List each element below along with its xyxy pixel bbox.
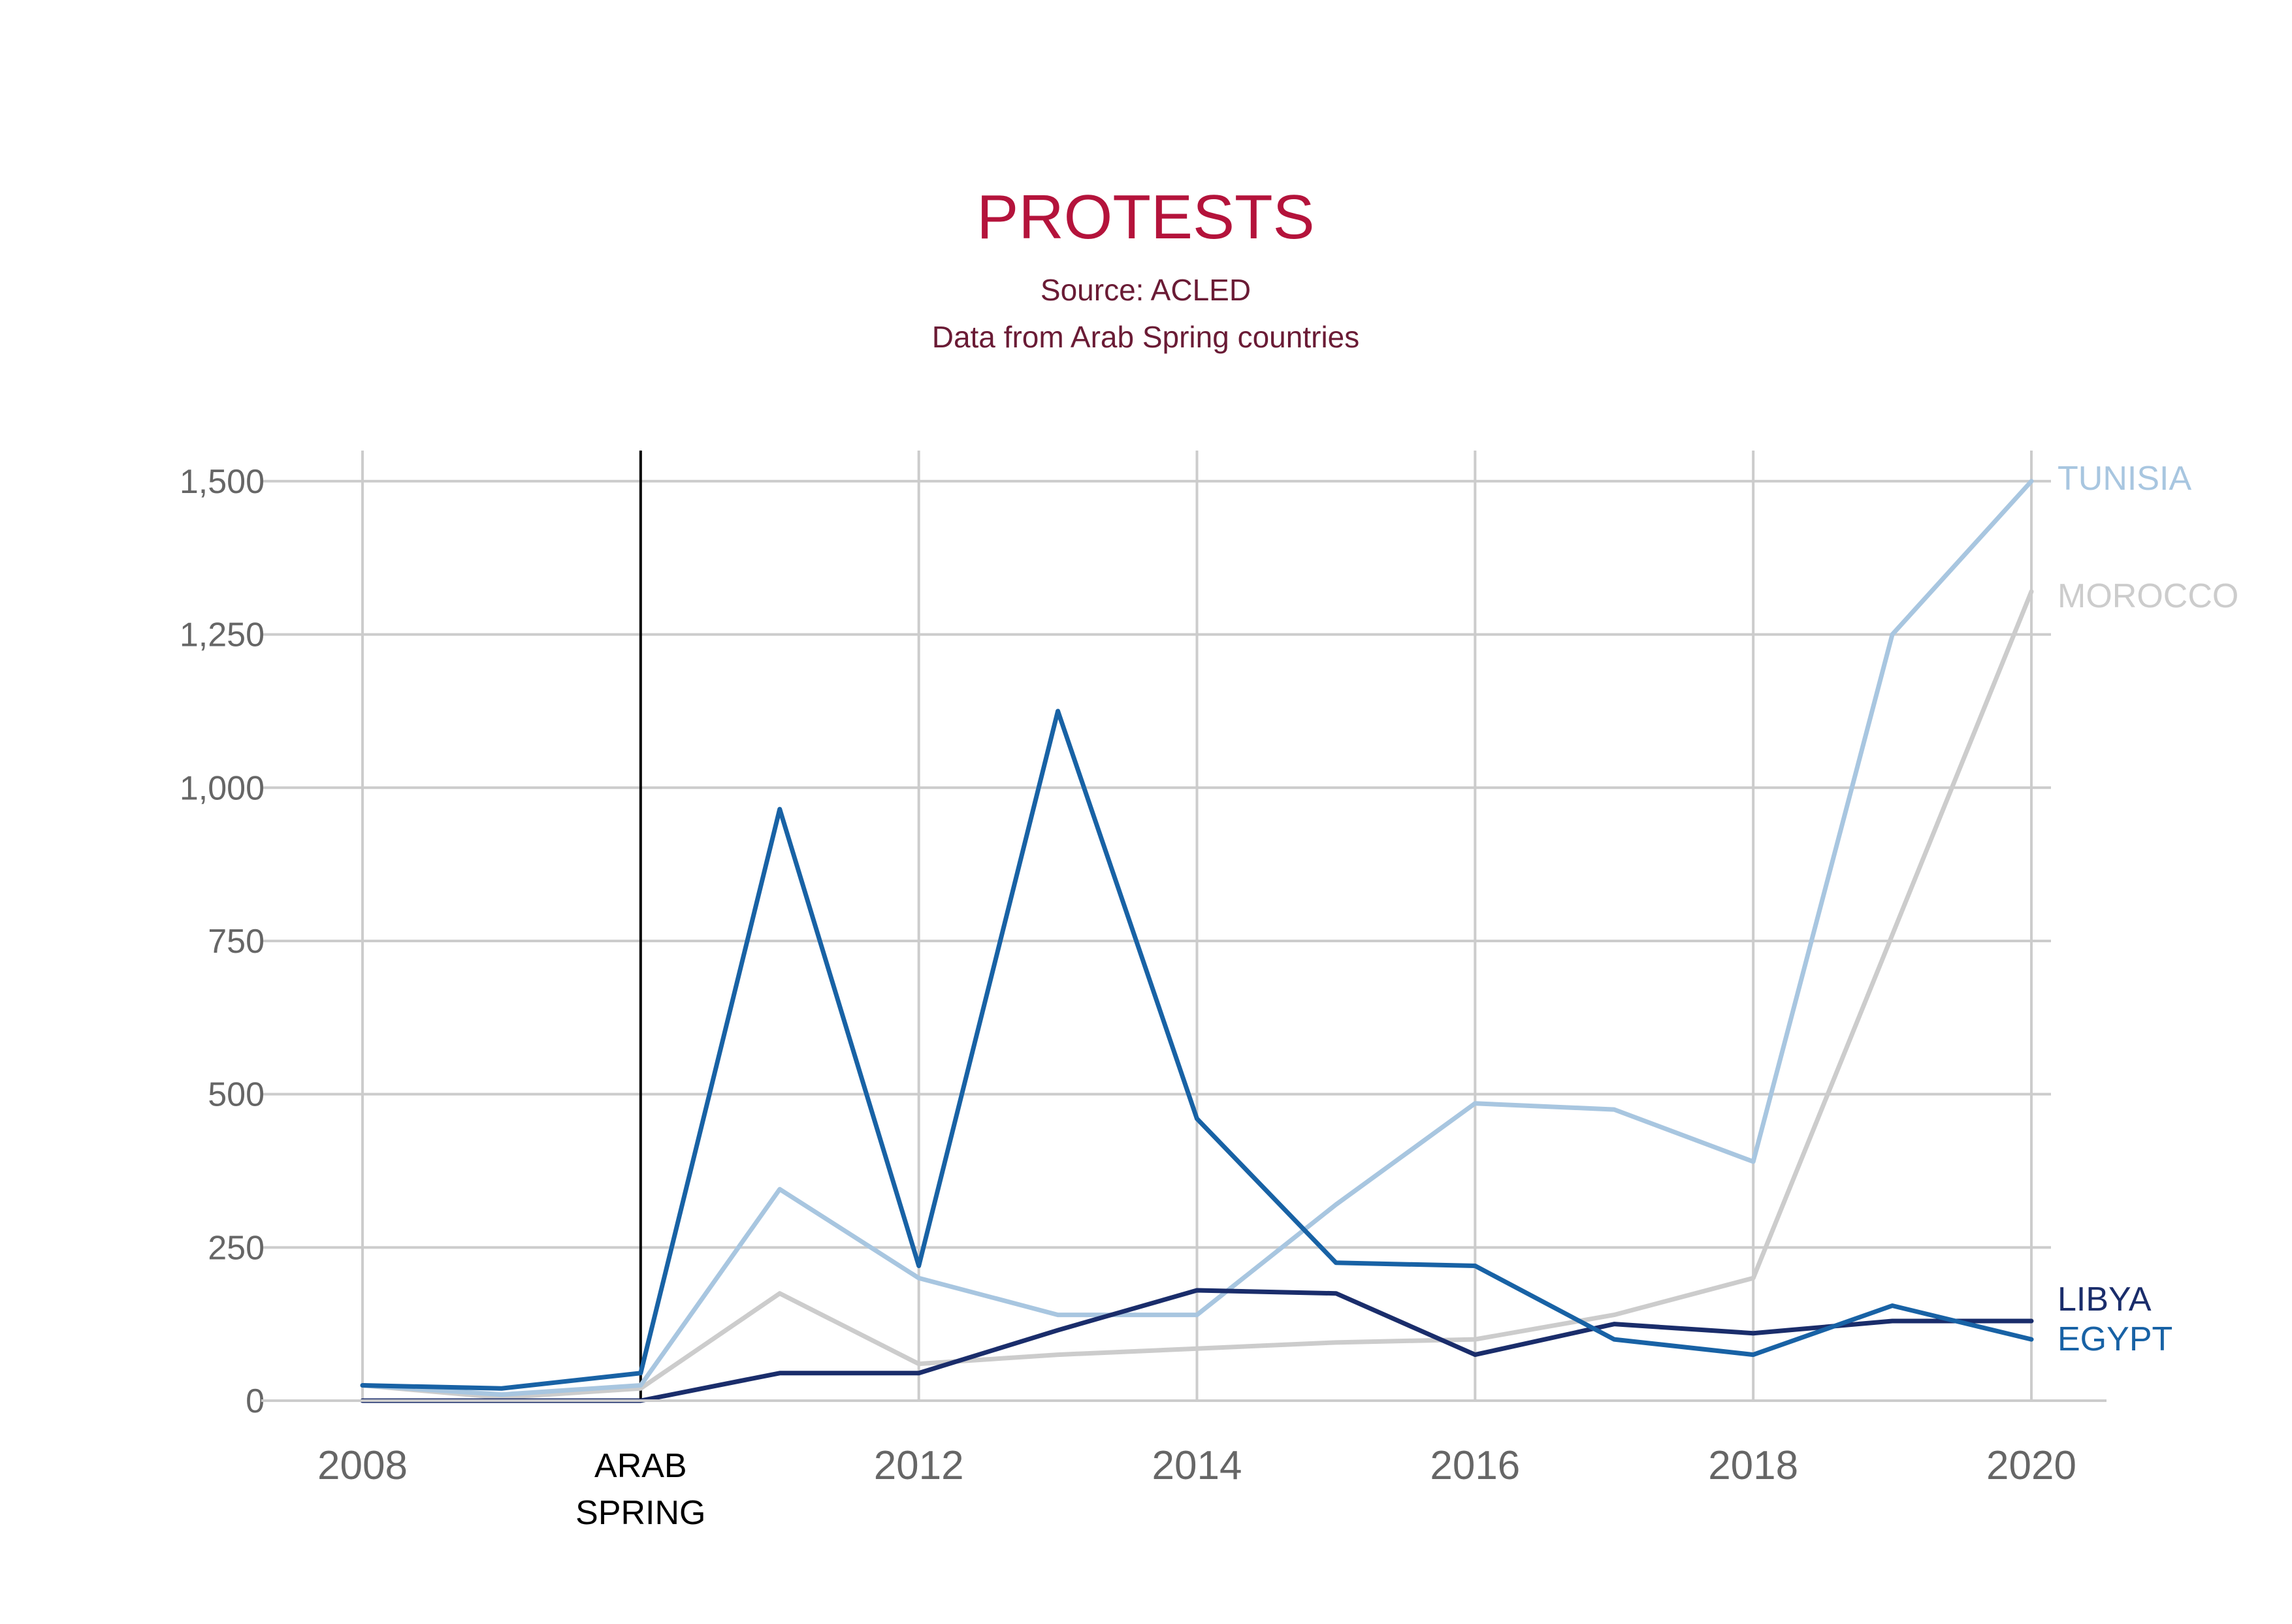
series-label-morocco: MOROCCO xyxy=(2058,577,2238,615)
y-tick-label: 1,500 xyxy=(180,463,265,501)
series-label-libya: LIBYA xyxy=(2058,1281,2152,1318)
y-tick-label: 750 xyxy=(208,923,265,961)
y-tick-label: 1,250 xyxy=(180,616,265,654)
x-tick-label: 2016 xyxy=(1430,1443,1520,1488)
chart-subtitle-source: Source: ACLED xyxy=(1041,273,1251,307)
arab-spring-label: ARAB xyxy=(594,1447,687,1485)
grid xyxy=(261,451,2051,1401)
y-tick-label: 250 xyxy=(208,1229,265,1267)
series-line-tunisia xyxy=(360,479,2034,1397)
x-tick-label: 2020 xyxy=(1986,1443,2076,1488)
x-tick-label: 2008 xyxy=(317,1443,408,1488)
arab-spring-label: SPRING xyxy=(575,1494,705,1532)
chart-subtitle-description: Data from Arab Spring countries xyxy=(932,320,1360,354)
x-tick-label: 2018 xyxy=(1708,1443,1798,1488)
annotations: ARAB SPRING xyxy=(575,451,706,1532)
x-tick-label: 2012 xyxy=(874,1443,964,1488)
y-tick-label: 1,000 xyxy=(180,769,265,807)
series-label-egypt: EGYPT xyxy=(2058,1320,2172,1358)
x-tick-label: 2014 xyxy=(1152,1443,1242,1488)
chart-title: PROTESTS xyxy=(977,182,1314,252)
series-line-morocco xyxy=(360,589,2034,1400)
series-line-egypt xyxy=(360,709,2034,1391)
y-tick-label: 500 xyxy=(208,1076,265,1114)
series-label-tunisia: TUNISIA xyxy=(2058,460,2191,498)
